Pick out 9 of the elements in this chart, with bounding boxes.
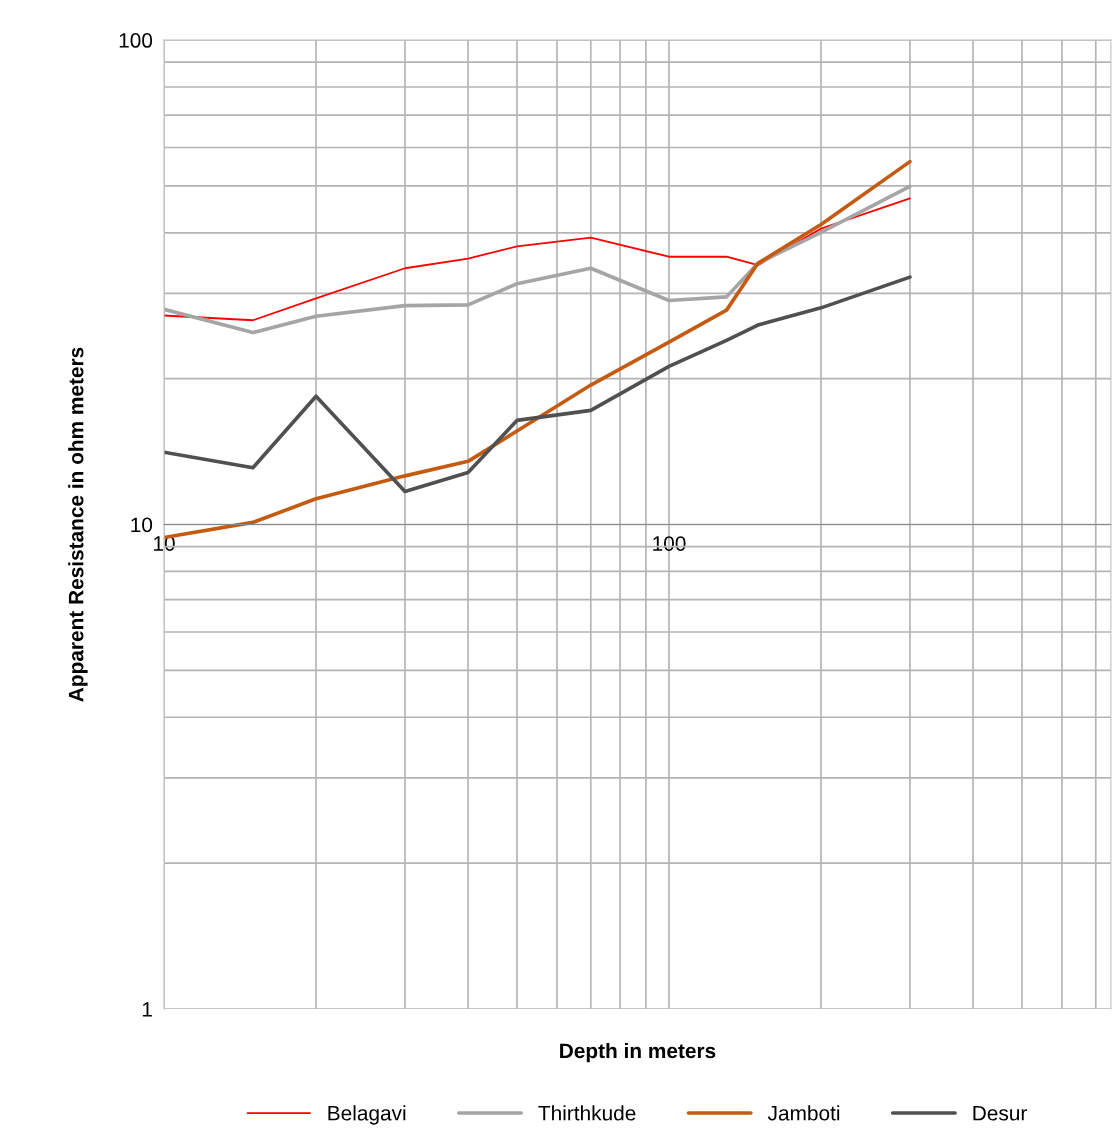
legend-label: Thirthkude bbox=[538, 1105, 636, 1121]
y-tick-label: 1 bbox=[142, 1002, 152, 1017]
y-tick-label: 100 bbox=[119, 33, 153, 48]
legend-label: Jamboti bbox=[767, 1105, 840, 1121]
x-axis-title: Depth in meters bbox=[560, 1042, 716, 1063]
legend-label: Belagavi bbox=[328, 1105, 406, 1125]
y-tick-label: 10 bbox=[131, 517, 153, 533]
y-axis-title: Apparent Resistance in ohm meters bbox=[68, 347, 88, 702]
legend-label: Desur bbox=[973, 1106, 1027, 1121]
